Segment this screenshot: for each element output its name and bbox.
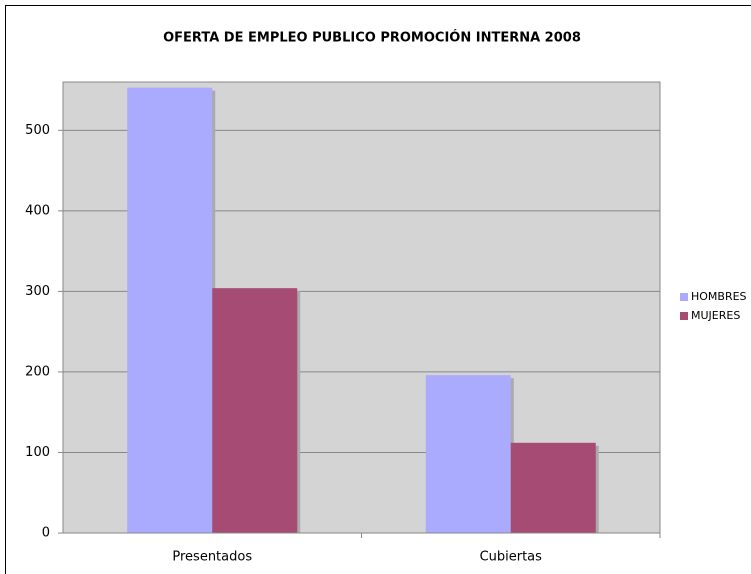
y-tick-label: 0 <box>42 526 50 541</box>
bar <box>212 288 298 533</box>
bar <box>425 375 511 533</box>
legend-swatch <box>680 312 688 320</box>
y-tick-label: 500 <box>25 123 50 138</box>
y-tick-label: 200 <box>25 364 50 379</box>
x-tick-label: Cubiertas <box>480 550 543 565</box>
legend: HOMBRES MUJERES <box>680 290 747 322</box>
x-tick-label: Presentados <box>172 550 252 565</box>
bar <box>510 442 596 533</box>
legend-label: HOMBRES <box>691 290 747 303</box>
y-tick-label: 400 <box>25 203 50 218</box>
legend-label: MUJERES <box>691 309 740 322</box>
y-tick-label: 100 <box>25 445 50 460</box>
bar <box>127 87 213 533</box>
chart-title: OFERTA DE EMPLEO PUBLICO PROMOCIÓN INTER… <box>163 30 581 46</box>
legend-swatch <box>680 293 688 301</box>
y-tick-label: 300 <box>25 284 50 299</box>
